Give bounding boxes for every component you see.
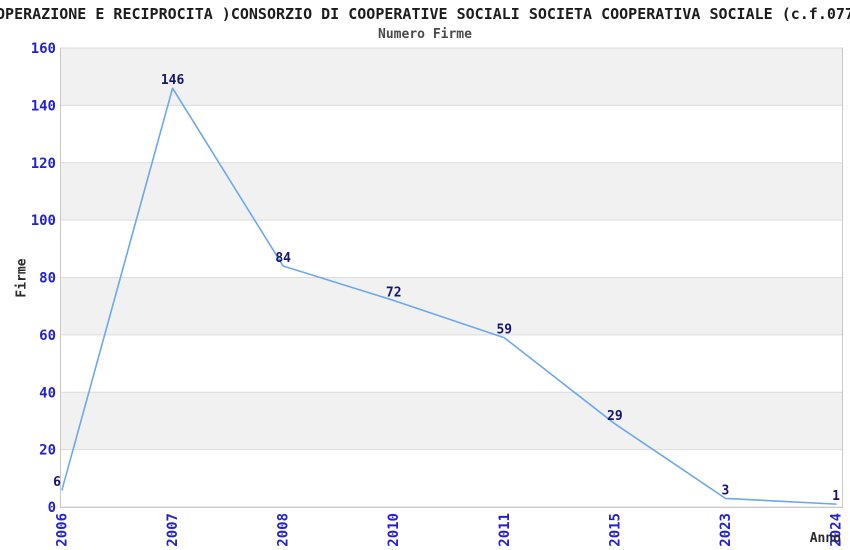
x-tick-label: 2006 — [55, 513, 71, 547]
x-tick-label: 2015 — [607, 513, 623, 547]
series-line — [61, 87, 837, 505]
plot-band — [60, 48, 843, 106]
y-tick-label: 80 — [39, 271, 56, 287]
x-tick-label: 2010 — [386, 513, 402, 547]
data-label: 6 — [53, 475, 61, 490]
chart-subtitle: Numero Firme — [378, 27, 472, 42]
y-tick-label: 120 — [31, 156, 56, 172]
y-tick-label: 160 — [31, 41, 56, 57]
y-tick-label: 100 — [31, 213, 56, 229]
chart-title: OPERAZIONE E RECIPROCITA )CONSORZIO DI C… — [0, 5, 850, 23]
y-tick-label: 0 — [48, 500, 56, 516]
plot-band — [60, 392, 843, 450]
x-tick-label: 2007 — [165, 513, 181, 547]
x-axis-title: Anno — [809, 531, 841, 546]
y-tick-label: 40 — [39, 385, 56, 401]
plot-band — [60, 277, 843, 335]
y-tick-label: 140 — [31, 98, 56, 114]
plot-band — [60, 162, 843, 221]
x-tick-label: 2011 — [497, 513, 513, 547]
data-label: 146 — [161, 73, 185, 88]
data-label: 59 — [496, 323, 512, 338]
data-label: 1 — [832, 489, 840, 504]
y-axis-title: Firme — [14, 258, 30, 298]
x-tick-label: 2023 — [718, 513, 734, 547]
y-tick-label: 60 — [39, 328, 56, 344]
x-tick-label: 2008 — [276, 513, 292, 547]
y-tick-label: 20 — [39, 443, 56, 459]
data-label: 84 — [275, 251, 291, 266]
data-label: 72 — [386, 285, 402, 300]
data-label: 3 — [722, 483, 730, 498]
x-tick-label: 2024 — [829, 513, 845, 547]
data-label: 29 — [607, 409, 623, 424]
